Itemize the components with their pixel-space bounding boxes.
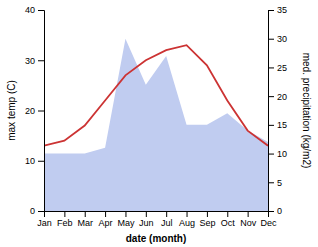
tick-mark	[268, 96, 274, 97]
tick-label: 20	[277, 92, 287, 102]
y-axis-title: max temp (C)	[6, 80, 17, 141]
tick-label: 15	[277, 120, 287, 130]
x-axis-title: date (month)	[126, 233, 187, 244]
y-tick: 40	[25, 5, 44, 15]
y2-tick: 20	[268, 92, 287, 102]
tick-label: Feb	[57, 218, 73, 228]
tick-label: May	[117, 218, 135, 228]
y2-axis: 0 5 10 15 20 25 30 35	[268, 5, 287, 216]
tick-mark	[268, 211, 274, 212]
axis-line	[269, 11, 275, 212]
line	[44, 45, 268, 146]
x-tick: Dec	[260, 211, 277, 228]
y-tick: 20	[25, 106, 44, 116]
tick-mark	[268, 125, 274, 126]
area	[44, 39, 268, 211]
tick-mark	[268, 182, 274, 183]
tick-mark	[248, 211, 249, 217]
tick-label: 35	[277, 5, 287, 15]
y-tick: 10	[25, 156, 44, 166]
x-tick: Mar	[77, 211, 93, 228]
x-tick: Sep	[199, 211, 215, 228]
axis-line	[45, 212, 269, 218]
tick-mark	[125, 211, 126, 217]
tick-label: 40	[25, 5, 35, 15]
tick-label: 10	[277, 149, 287, 159]
tick-mark	[268, 39, 274, 40]
tick-label: Jan	[37, 218, 52, 228]
tick-label: Dec	[260, 218, 277, 228]
tick-mark	[268, 10, 274, 11]
tick-label: Nov	[240, 218, 257, 228]
tick-label: 10	[25, 156, 35, 166]
tick-label: Jul	[161, 218, 173, 228]
y-tick: 30	[25, 56, 44, 66]
tick-mark	[187, 211, 188, 217]
tick-mark	[146, 211, 147, 217]
x-tick: Oct	[221, 211, 236, 228]
x-tick: Feb	[57, 211, 73, 228]
y2-tick: 15	[268, 120, 287, 130]
tick-mark	[38, 60, 44, 61]
tick-mark	[207, 211, 208, 217]
marks	[44, 39, 268, 211]
x-axis: Jan Feb Mar Apr May Jun Jul Aug Sep Oct NovDec	[37, 211, 277, 228]
y-axis: 0 10 20 30 40	[25, 5, 45, 216]
tick-label: 30	[25, 56, 35, 66]
tick-mark	[64, 211, 65, 217]
tick-mark	[38, 211, 44, 212]
x-tick: Jul	[161, 211, 173, 228]
tick-label: Oct	[221, 218, 236, 228]
tick-mark	[268, 154, 274, 155]
x-tick: Nov	[240, 211, 257, 228]
tick-label: 0	[277, 206, 282, 216]
tick-mark	[268, 67, 274, 68]
tick-label: 0	[30, 206, 35, 216]
tick-mark	[227, 211, 228, 217]
y2-tick: 5	[268, 178, 282, 188]
y2-tick: 0	[268, 206, 282, 216]
tick-mark	[38, 10, 44, 11]
y2-axis-title: med. precipitation (kg/m2)	[301, 53, 312, 169]
y2-tick: 35	[268, 5, 287, 15]
tick-label: Aug	[179, 218, 195, 228]
tick-label: Mar	[77, 218, 93, 228]
y2-tick: 10	[268, 149, 287, 159]
tick-label: Apr	[99, 218, 113, 228]
tick-mark	[85, 211, 86, 217]
y2-tick: 30	[268, 34, 287, 44]
x-tick: Jan	[37, 211, 52, 228]
x-tick: Aug	[179, 211, 195, 228]
x-tick: Jun	[139, 211, 154, 228]
tick-mark	[38, 161, 44, 162]
x-tick: May	[117, 211, 135, 228]
x-tick: Apr	[99, 211, 113, 228]
tick-mark	[166, 211, 167, 217]
axis-line	[38, 11, 45, 212]
tick-label: Sep	[199, 218, 215, 228]
tick-label: Jun	[139, 218, 154, 228]
tick-label: 25	[277, 63, 287, 73]
tick-label: 5	[277, 178, 282, 188]
tick-label: 30	[277, 34, 287, 44]
y2-tick: 25	[268, 63, 287, 73]
tick-label: 20	[25, 106, 35, 116]
plot: JanFebMarAprMayJunJulAugSepOctNovDec0102…	[6, 5, 313, 244]
y-tick: 0	[30, 206, 44, 216]
tick-mark	[105, 211, 106, 217]
tick-mark	[38, 111, 44, 112]
chart: JanFebMarAprMayJunJulAugSepOctNovDec0102…	[0, 0, 318, 247]
